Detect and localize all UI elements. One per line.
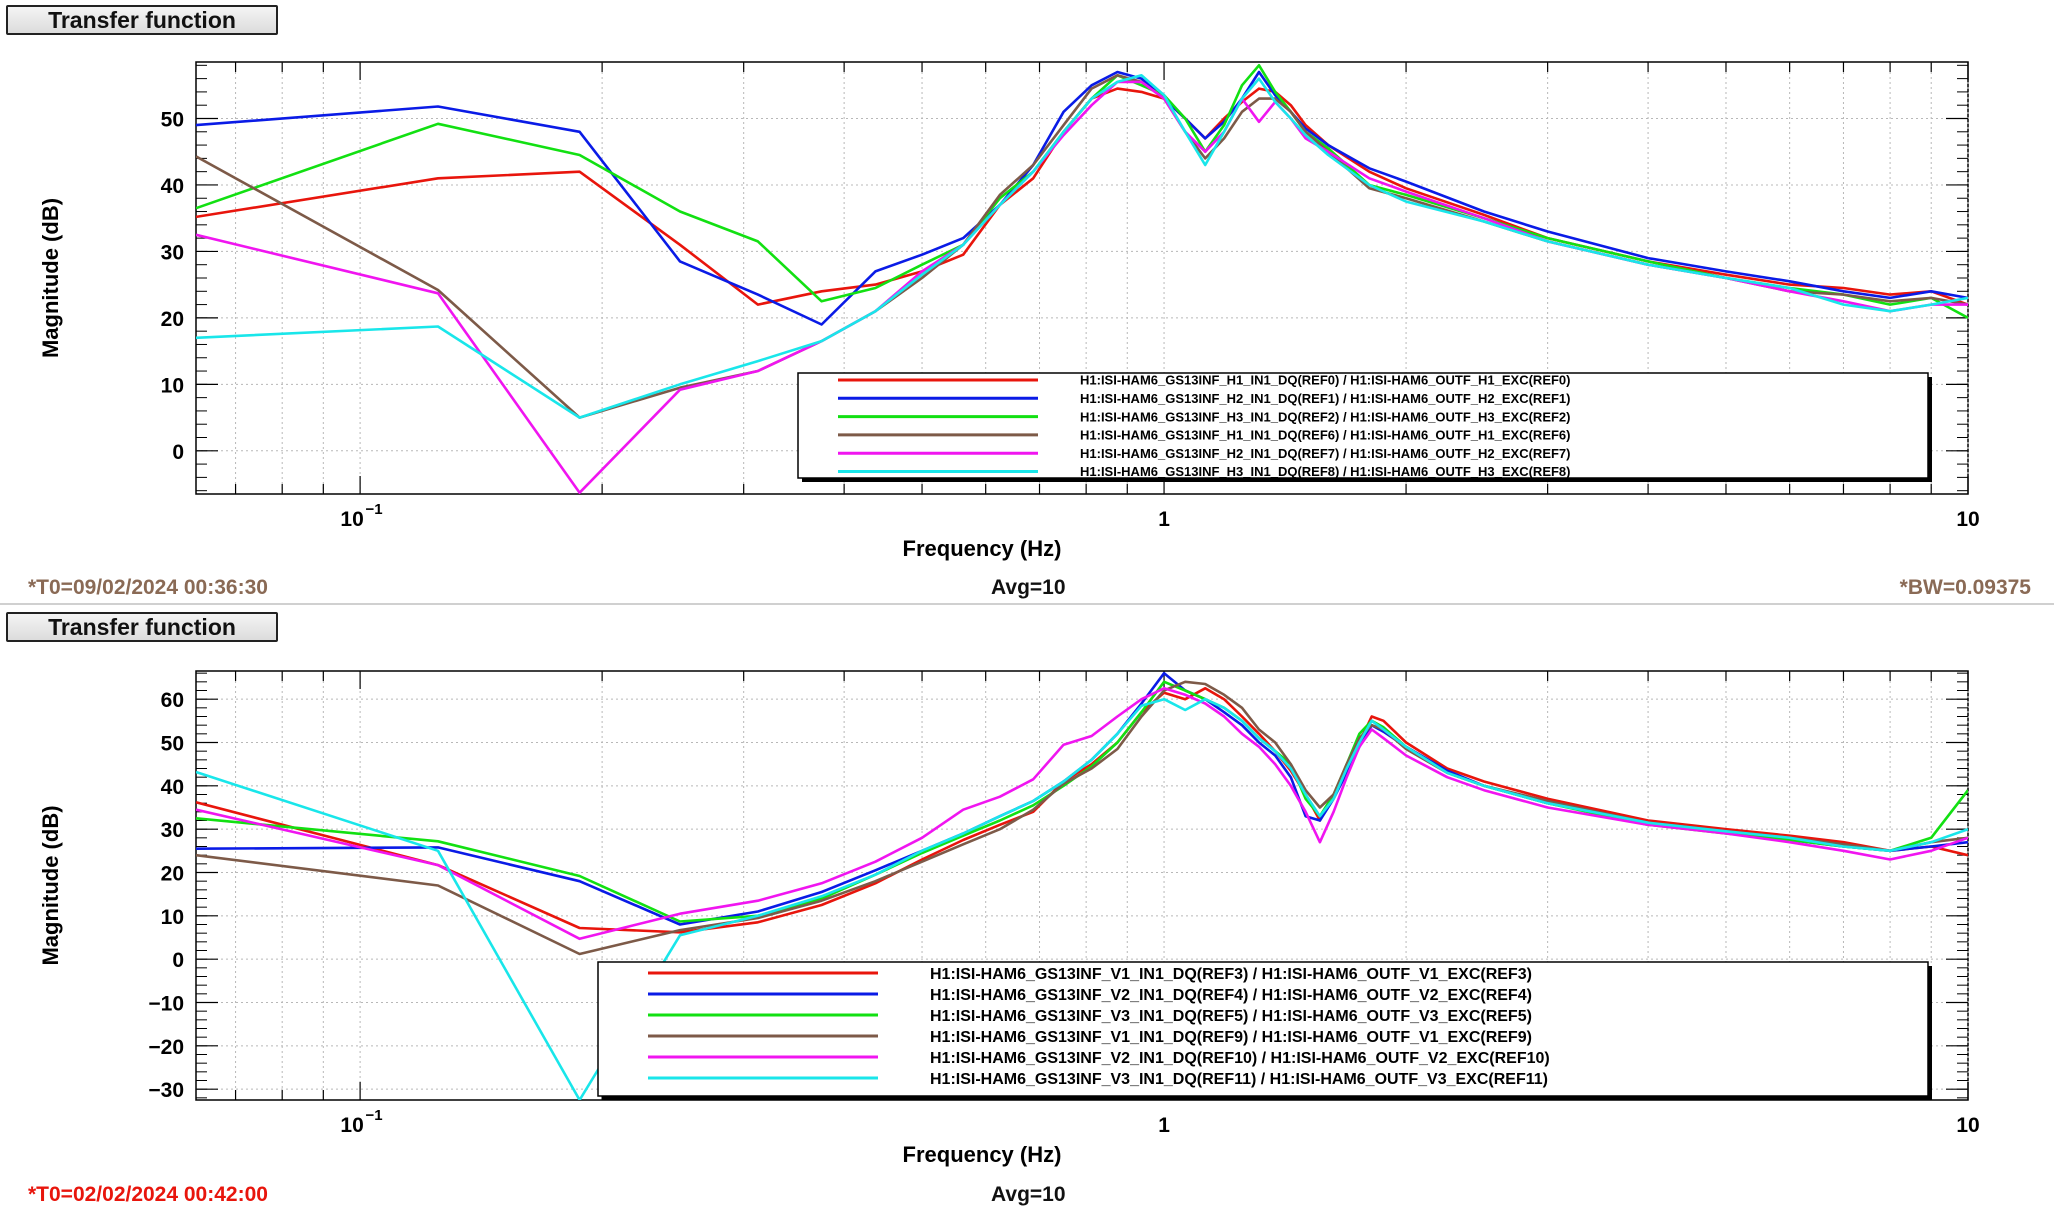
transfer-function-button[interactable]: Transfer function [6, 5, 278, 35]
legend-box [797, 372, 1929, 479]
series-line-cyan [196, 74, 1968, 419]
x-tick-label: 10 [340, 1114, 363, 1137]
x-axis-label: Frequency (Hz) [903, 536, 1062, 561]
legend-entry: H1:ISI-HAM6_GS13INF_H1_IN1_DQ(REF6) / H1… [1080, 428, 1571, 443]
legend-entry: H1:ISI-HAM6_GS13INF_H2_IN1_DQ(REF7) / H1… [1080, 446, 1571, 461]
series-line-blue [196, 70, 1968, 326]
top-panel: Transfer function 0 10 20 30 40 50 10 −1 1 10 Freq… [0, 0, 2054, 605]
y-axis-label: Magnitude (dB) [38, 805, 63, 965]
t0-timestamp: *T0=09/02/2024 00:36:30 [28, 576, 268, 599]
legend-entry: H1:ISI-HAM6_GS13INF_H1_IN1_DQ(REF0) / H1… [1080, 373, 1571, 388]
bandwidth-label: *BW=0.09375 [1899, 576, 2031, 599]
grid [196, 671, 1969, 1100]
y-tick-label: 30 [161, 819, 184, 842]
x-tick-label: 10 [1956, 508, 1979, 531]
series-line-green [196, 64, 1968, 320]
series-line-cyan [196, 697, 1968, 1100]
legend-entry: H1:ISI-HAM6_GS13INF_V2_IN1_DQ(REF10) / H… [930, 1050, 1550, 1067]
y-tick-label: 50 [161, 733, 184, 756]
y-tick-label: 40 [161, 776, 184, 799]
x-tick-label: 10 [1956, 1114, 1979, 1137]
y-tick-label: 0 [172, 949, 184, 972]
avg-label: Avg=10 [991, 1183, 1066, 1206]
series-line-brown [196, 680, 1968, 956]
x-tick-exponent: −1 [366, 1107, 383, 1124]
bottom-panel: Transfer function −30 −20 −10 0 10 20 30 40 50 60… [0, 607, 2054, 1214]
legend-entry: H1:ISI-HAM6_GS13INF_V3_IN1_DQ(REF5) / H1… [930, 1008, 1532, 1025]
y-tick-label: 20 [161, 863, 184, 886]
legend-entry: H1:ISI-HAM6_GS13INF_V1_IN1_DQ(REF9) / H1… [930, 1029, 1532, 1046]
legend-entry: H1:ISI-HAM6_GS13INF_V1_IN1_DQ(REF3) / H1… [930, 966, 1532, 983]
y-tick-label: 10 [161, 374, 184, 397]
legend-entry: H1:ISI-HAM6_GS13INF_H2_IN1_DQ(REF1) / H1… [1080, 391, 1571, 406]
x-tick-label: 10 [340, 508, 363, 531]
y-tick-label: 30 [161, 241, 184, 264]
series-group [196, 64, 1968, 494]
y-tick-label: 60 [161, 689, 184, 712]
x-axis-label: Frequency (Hz) [903, 1142, 1062, 1167]
avg-label: Avg=10 [991, 576, 1066, 599]
y-tick-label: 50 [161, 108, 184, 131]
x-tick-label: 1 [1158, 508, 1170, 531]
transfer-function-button[interactable]: Transfer function [6, 612, 278, 642]
y-tick-label: −20 [148, 1036, 184, 1059]
series-group [196, 671, 1968, 1100]
y-tick-label: 20 [161, 308, 184, 331]
x-tick-label: 1 [1158, 1114, 1170, 1137]
series-line-magenta [196, 687, 1968, 941]
legend-box [597, 961, 1929, 1097]
y-tick-label: 0 [172, 441, 184, 464]
y-tick-label: 40 [161, 175, 184, 198]
y-tick-label: −30 [148, 1079, 184, 1102]
y-tick-label: 10 [161, 906, 184, 929]
legend: H1:ISI-HAM6_GS13INF_H1_IN1_DQ(REF0) / H1… [797, 372, 1932, 482]
legend-entry: H1:ISI-HAM6_GS13INF_V2_IN1_DQ(REF4) / H1… [930, 987, 1532, 1004]
y-axis-label: Magnitude (dB) [38, 198, 63, 358]
t0-timestamp: *T0=02/02/2024 00:42:00 [28, 1183, 268, 1206]
y-tick-label: −10 [148, 993, 184, 1016]
legend-entry: H1:ISI-HAM6_GS13INF_V3_IN1_DQ(REF11) / H… [930, 1071, 1548, 1088]
x-tick-exponent: −1 [366, 501, 383, 518]
legend-entry: H1:ISI-HAM6_GS13INF_H3_IN1_DQ(REF8) / H1… [1080, 464, 1571, 479]
legend: H1:ISI-HAM6_GS13INF_V1_IN1_DQ(REF3) / H1… [597, 961, 1932, 1100]
legend-entry: H1:ISI-HAM6_GS13INF_H3_IN1_DQ(REF2) / H1… [1080, 409, 1571, 424]
